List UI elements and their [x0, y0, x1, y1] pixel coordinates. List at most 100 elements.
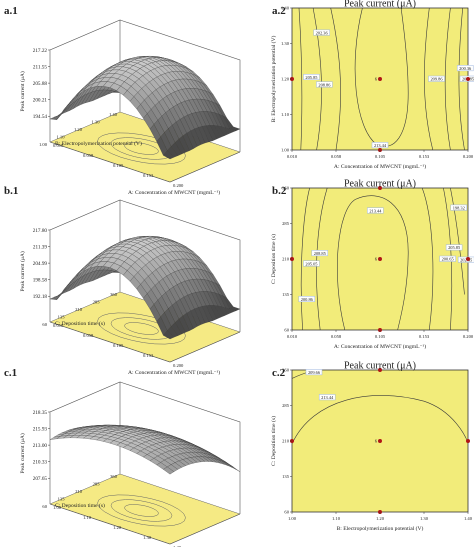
z-tick-label: 215.93 [33, 426, 48, 432]
panel-label: c.1 [4, 367, 17, 379]
y-tick-label: 285 [282, 403, 290, 408]
contour-label: 200.36 [459, 66, 472, 71]
surface-panel-a-1: 217.22 211.55 205.88 200.21 194.54 Peak curre… [4, 5, 241, 196]
z-tick-label: 211.39 [33, 244, 47, 250]
floor-contour [110, 499, 173, 522]
y-axis-label: C: Deposition time (s) [55, 502, 105, 509]
y-tick-label: 60 [284, 328, 289, 333]
y-tick-label: 135 [58, 315, 66, 320]
x-axis-label: A: Concentration of MWCNT (mgmL⁻¹) [334, 343, 426, 350]
x-tick-label: 0.058 [83, 333, 94, 338]
x-tick-label: 1.20 [376, 516, 385, 521]
z-tick-label: 218.35 [33, 410, 48, 416]
floor-contour [124, 322, 159, 335]
y-tick-label: 1.00 [281, 148, 290, 153]
x-tick-label: 1.30 [143, 535, 152, 540]
z-axis-label: Peak current (μA) [19, 251, 26, 291]
surface-mesh [49, 56, 241, 160]
contour-line [421, 188, 434, 330]
box-front [49, 321, 241, 363]
panel-label: b.1 [4, 185, 18, 197]
contour-label: 208.85 [314, 251, 327, 256]
design-point [466, 77, 470, 81]
y-tick-label: 1.00 [39, 142, 48, 147]
y-axis-label: B: Electropolymerization potential (V) [270, 35, 277, 122]
y-tick-label: 360 [282, 186, 290, 191]
x-tick-label: 1.00 [53, 505, 62, 510]
design-point [378, 77, 382, 81]
contour-label: 200.65 [442, 257, 455, 262]
x-tick-label: 0.153 [143, 353, 154, 358]
x-tick-label: 1.10 [83, 515, 92, 520]
x-tick-label: 1.20 [113, 525, 122, 530]
contour-title: Peak current (μA) [344, 361, 416, 372]
z-tick-label: 210.33 [33, 459, 48, 465]
y-tick-label: 1.30 [91, 120, 100, 125]
contour-label: 208.86 [318, 82, 331, 87]
surface-facet [163, 150, 175, 160]
y-tick-label: 60 [42, 322, 47, 327]
contour-label: 209.86 [430, 77, 443, 82]
y-axis-label: B: Electropolymerization potential (V) [55, 140, 142, 147]
y-tick-label: 210 [282, 257, 290, 262]
contour-label: 213.44 [374, 143, 387, 148]
contour-label: 205.85 [305, 75, 318, 80]
contour-label: 209.66 [308, 370, 321, 375]
contour-label-box [450, 204, 467, 211]
y-tick-label: 285 [282, 221, 290, 226]
surface-facet [221, 460, 233, 468]
z-tick-label: 194.54 [33, 114, 48, 120]
box-edge [119, 199, 241, 332]
y-axis-label: C: Deposition time (s) [270, 416, 277, 466]
z-tick-label: 207.65 [33, 476, 48, 482]
z-axis-label: Peak current (μA) [19, 433, 26, 473]
x-tick-label: 0.105 [375, 334, 386, 339]
floor-contour [124, 142, 159, 155]
contour-panel-a-2: 202.36205.85208.86213.44209.86205.85200.… [270, 0, 474, 170]
center-point-count: 6 [375, 77, 378, 82]
x-tick-label: 0.200 [463, 154, 474, 159]
panel-label: a.2 [272, 5, 286, 17]
contour-label: 205.05 [305, 261, 318, 266]
contour-label: 198.32 [453, 205, 465, 210]
x-tick-label: 0.200 [173, 363, 184, 368]
floor-plane [49, 473, 241, 545]
design-point [466, 439, 470, 443]
contour-line [337, 195, 409, 330]
z-tick-label: 217.22 [33, 48, 48, 54]
x-tick-label: 0.058 [83, 153, 94, 158]
design-point [378, 186, 382, 190]
surface-facet [49, 114, 61, 120]
box-edge [49, 503, 241, 545]
surface-panel-b-1: 217.80 211.39 204.99 198.58 192.18 Peak curre… [4, 185, 241, 376]
contour-label-box [318, 394, 336, 401]
contour-line [298, 8, 303, 150]
x-axis-label: A: Concentration of MWCNT (mgmL⁻¹) [128, 369, 220, 376]
x-tick-label: 0.153 [419, 154, 430, 159]
contour-label: 202.36 [316, 30, 329, 35]
x-tick-label: 1.40 [464, 516, 473, 521]
box-front [49, 141, 241, 183]
design-point [466, 257, 470, 261]
y-tick-label: 60 [42, 504, 47, 509]
y-tick-label: 135 [58, 497, 66, 502]
surface-mesh [49, 236, 241, 340]
x-axis-label: A: Concentration of MWCNT (mgmL⁻¹) [128, 189, 220, 196]
x-tick-label: 0.010 [287, 334, 298, 339]
box-edge [49, 321, 241, 363]
surface-facet [163, 466, 175, 475]
z-tick-label: 198.58 [33, 277, 48, 283]
contour-line [444, 8, 451, 150]
y-tick-label: 60 [284, 510, 289, 515]
y-tick-label: 135 [282, 474, 290, 479]
contour-line [330, 8, 341, 150]
x-axis-label: B: Electropolymerization potential (V) [337, 525, 424, 532]
x-tick-label: 0.058 [331, 334, 342, 339]
y-tick-label: 1.40 [281, 6, 290, 11]
panel-label: b.2 [272, 185, 287, 197]
y-tick-label: 1.40 [109, 112, 118, 117]
panel-label: c.2 [272, 367, 286, 379]
x-tick-label: 0.105 [113, 163, 124, 168]
contour-label-box [428, 75, 445, 82]
x-tick-label: 0.105 [375, 154, 386, 159]
